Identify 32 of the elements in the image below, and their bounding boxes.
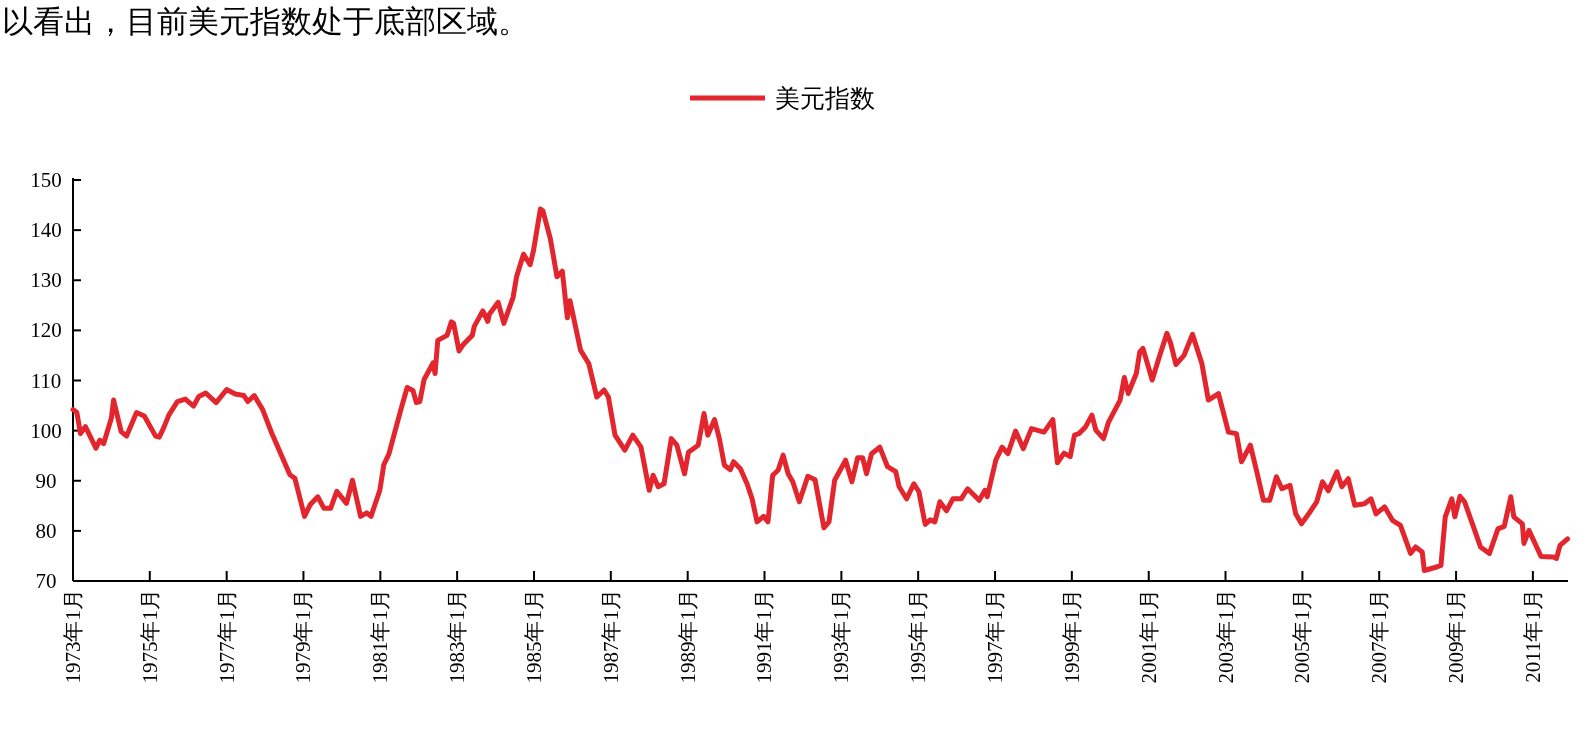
x-tick-label: 2001年1月 [1136, 589, 1161, 684]
x-tick-label: 2009年1月 [1444, 589, 1469, 684]
x-tick-label: 1995年1月 [906, 589, 931, 684]
x-tick-label: 1993年1月 [829, 589, 854, 684]
y-tick-label: 130 [30, 268, 62, 293]
legend: 美元指数 [690, 85, 875, 112]
y-tick-label: 120 [30, 318, 62, 343]
x-tick-label: 1987年1月 [598, 589, 623, 684]
x-tick-label: 2007年1月 [1367, 589, 1392, 684]
text: 以看出，目前美元指数处于底部区域。 [2, 4, 529, 39]
x-tick-label: 1983年1月 [445, 589, 470, 684]
y-tick-label: 100 [30, 418, 62, 443]
x-tick-label: 2005年1月 [1290, 589, 1315, 684]
y-tick-label: 90 [35, 468, 57, 493]
y-tick-label: 70 [35, 569, 57, 593]
legend-label: 美元指数 [775, 85, 875, 112]
y-tick-label: 80 [35, 518, 57, 543]
x-tick-label: 1985年1月 [522, 589, 547, 684]
y-tick-label: 110 [30, 368, 62, 393]
x-tick-label: 1977年1月 [214, 589, 239, 684]
x-tick-label: 1975年1月 [137, 589, 162, 684]
y-tick-label: 150 [30, 168, 62, 192]
y-tick-label: 140 [30, 218, 62, 243]
x-tick-label: 1981年1月 [368, 589, 393, 684]
x-tick-label: 1989年1月 [675, 589, 700, 684]
x-tick-label: 1979年1月 [291, 589, 316, 684]
x-tick-label: 1997年1月 [983, 589, 1008, 684]
x-tick-label: 1991年1月 [752, 589, 777, 684]
x-tick-label: 1999年1月 [1059, 589, 1084, 684]
x-tick-label: 2003年1月 [1213, 589, 1238, 684]
x-tick-label: 1973年1月 [61, 589, 85, 684]
x-tick-label: 2011年1月 [1520, 589, 1545, 683]
